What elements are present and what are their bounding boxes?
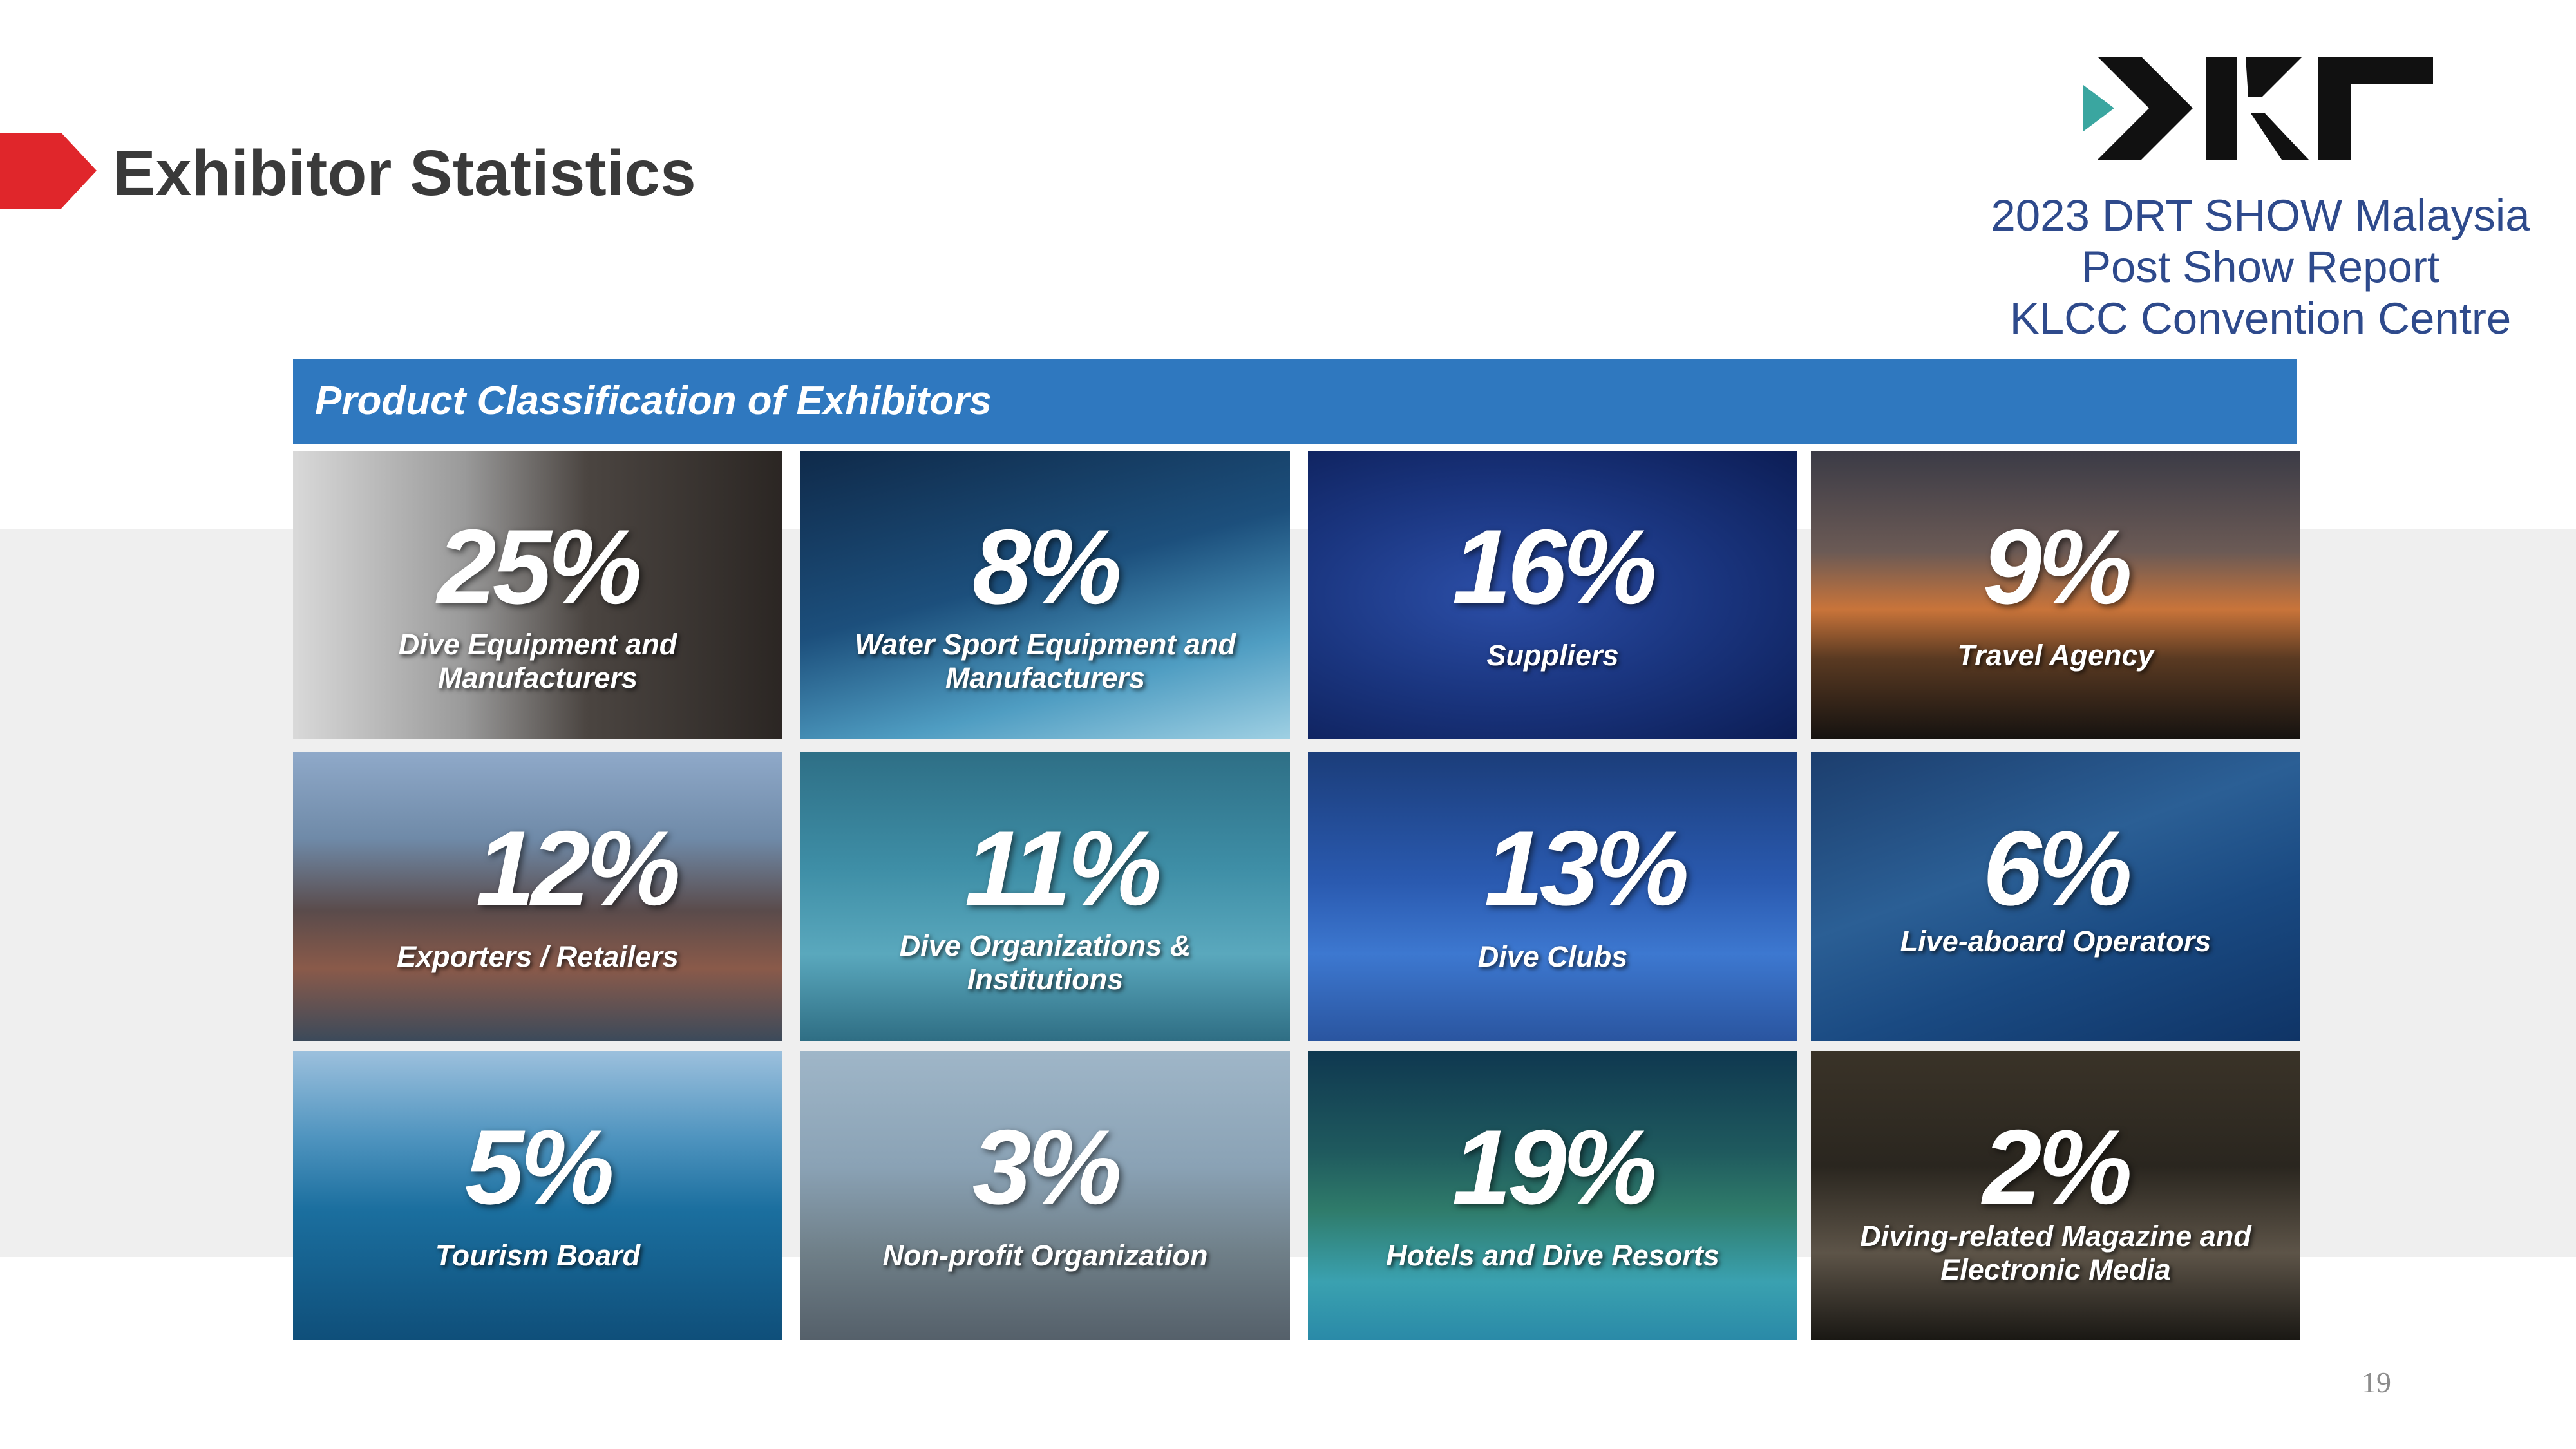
report-info: 2023 DRT SHOW Malaysia Post Show Report … (1951, 190, 2570, 345)
tile-percent: 2% (1982, 1108, 2132, 1226)
tile-label: Exporters / Retailers (397, 940, 679, 973)
report-type: Post Show Report (2081, 242, 2440, 292)
tile-suppliers: 16% Suppliers (1308, 451, 1797, 739)
tile-percent: 9% (1982, 507, 2132, 626)
tile-travel-agency: 9% Travel Agency (1811, 451, 2300, 739)
tile-label: Travel Agency (1957, 639, 2154, 672)
page-number: 19 (2362, 1366, 2391, 1399)
tile-percent: 13% (1484, 809, 1689, 927)
tile-exporters-retailers: 12% Exporters / Retailers (293, 752, 782, 1041)
tile-tourism-board: 5% Tourism Board (293, 1051, 782, 1340)
tile-percent: 25% (437, 507, 642, 626)
tile-percent: 16% (1452, 507, 1657, 626)
tile-label: Hotels and Dive Resorts (1386, 1239, 1719, 1272)
drt-logo-icon (2083, 57, 2433, 160)
tile-hotels-dive-resorts: 19% Hotels and Dive Resorts (1308, 1051, 1797, 1340)
tile-label: Non-profit Organization (882, 1239, 1208, 1272)
tile-water-sport-equipment: 8% Water Sport Equipment and Manufacture… (800, 451, 1290, 739)
tile-percent: 8% (972, 507, 1122, 626)
report-event-name: 2023 DRT SHOW Malaysia (1991, 191, 2530, 240)
tile-dive-equipment: 25% Dive Equipment and Manufacturers (293, 451, 782, 739)
page-title: Exhibitor Statistics (113, 137, 696, 209)
tile-percent: 19% (1452, 1108, 1657, 1226)
tile-percent: 11% (965, 809, 1162, 927)
tile-label: Tourism Board (435, 1239, 641, 1272)
tile-percent: 12% (475, 809, 681, 927)
tile-label: Dive Organizations & Institutions (899, 929, 1191, 996)
tile-live-aboard-operators: 6% Live-aboard Operators (1811, 752, 2300, 1041)
tile-percent: 5% (464, 1108, 614, 1226)
tile-non-profit-organization: 3% Non-profit Organization (800, 1051, 1290, 1340)
tile-label: Diving-related Magazine and Electronic M… (1860, 1220, 2251, 1286)
title-arrow-icon (0, 133, 97, 209)
tile-dive-organizations: 11% Dive Organizations & Institutions (800, 752, 1290, 1041)
tile-percent: 3% (972, 1108, 1122, 1226)
tile-percent: 6% (1982, 809, 2132, 927)
report-venue: KLCC Convention Centre (2009, 294, 2512, 343)
tile-label: Water Sport Equipment and Manufacturers (855, 628, 1236, 694)
tile-dive-clubs: 13% Dive Clubs (1308, 752, 1797, 1041)
tile-label: Dive Equipment and Manufacturers (398, 628, 677, 694)
exhibitor-classification-grid: 25% Dive Equipment and Manufacturers 8% … (293, 451, 2300, 1340)
tile-label: Live-aboard Operators (1900, 925, 2211, 958)
section-header: Product Classification of Exhibitors (293, 359, 2297, 444)
tile-label: Dive Clubs (1477, 940, 1628, 973)
tile-label: Suppliers (1486, 639, 1619, 672)
tile-diving-media: 2% Diving-related Magazine and Electroni… (1811, 1051, 2300, 1340)
